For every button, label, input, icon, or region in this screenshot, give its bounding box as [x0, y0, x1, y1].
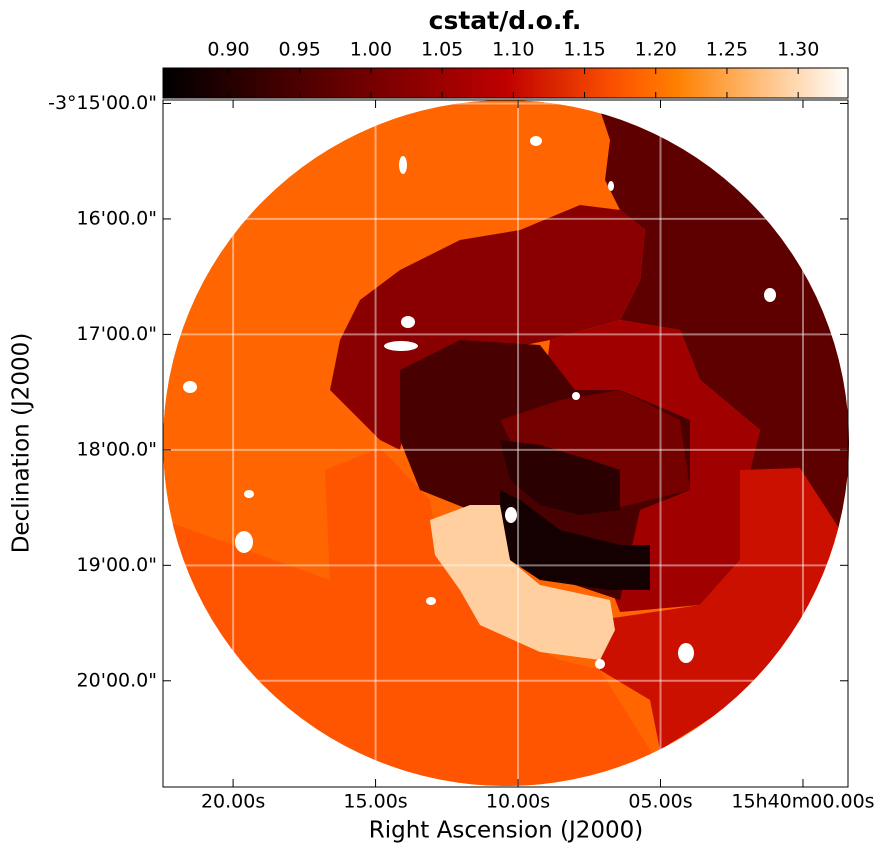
mask	[595, 659, 605, 669]
colorbar-tick-label: 1.00	[350, 39, 392, 61]
colorbar-tick-label: 0.90	[207, 39, 249, 61]
colorbar-tick-label: 1.25	[706, 39, 748, 61]
mask	[183, 381, 197, 393]
y-tick-label: 20'00.0"	[77, 669, 157, 691]
x-tick-label: 15.00s	[343, 791, 407, 813]
y-tick-label: 18'00.0"	[77, 438, 157, 460]
region	[600, 468, 849, 750]
mask	[401, 316, 415, 328]
x-axis-label: Right Ascension (J2000)	[369, 818, 644, 844]
mask	[764, 288, 776, 302]
y-tick-label: 17'00.0"	[77, 323, 157, 345]
mask	[678, 643, 694, 663]
x-tick-label: 20.00s	[201, 791, 265, 813]
mask	[530, 136, 542, 146]
colorbar-tick-label: 1.30	[777, 39, 819, 61]
mask	[244, 490, 254, 498]
region	[500, 440, 620, 515]
x-tick-label: 10.00s	[486, 791, 550, 813]
colorbar-tick-label: 1.10	[492, 39, 534, 61]
mask	[572, 392, 580, 400]
y-tick-label: -3°15'00.0"	[48, 92, 157, 114]
y-axis-label: Declination (J2000)	[9, 333, 35, 554]
colorbar-tick-label: 1.05	[421, 39, 463, 61]
mask	[384, 341, 418, 351]
chart-title: cstat/d.o.f.	[429, 6, 582, 35]
grid	[163, 100, 848, 787]
colorbar-tick-label: 1.20	[635, 39, 677, 61]
y-tick-label: 16'00.0"	[77, 207, 157, 229]
masks	[183, 136, 776, 669]
y-tick-label: 19'00.0"	[77, 554, 157, 576]
colorbar-tick-label: 1.15	[563, 39, 605, 61]
mask	[505, 507, 517, 523]
mask	[235, 531, 253, 553]
mask	[399, 156, 407, 174]
plot-frame	[162, 99, 849, 788]
colorbar	[162, 67, 849, 99]
mask	[608, 181, 614, 191]
region	[430, 505, 615, 660]
x-tick-label: 15h40m00.00s	[731, 791, 874, 813]
region	[500, 490, 650, 590]
mask	[426, 597, 436, 605]
x-tick-label: 05.00s	[628, 791, 692, 813]
colorbar-tick-label: 0.95	[279, 39, 321, 61]
